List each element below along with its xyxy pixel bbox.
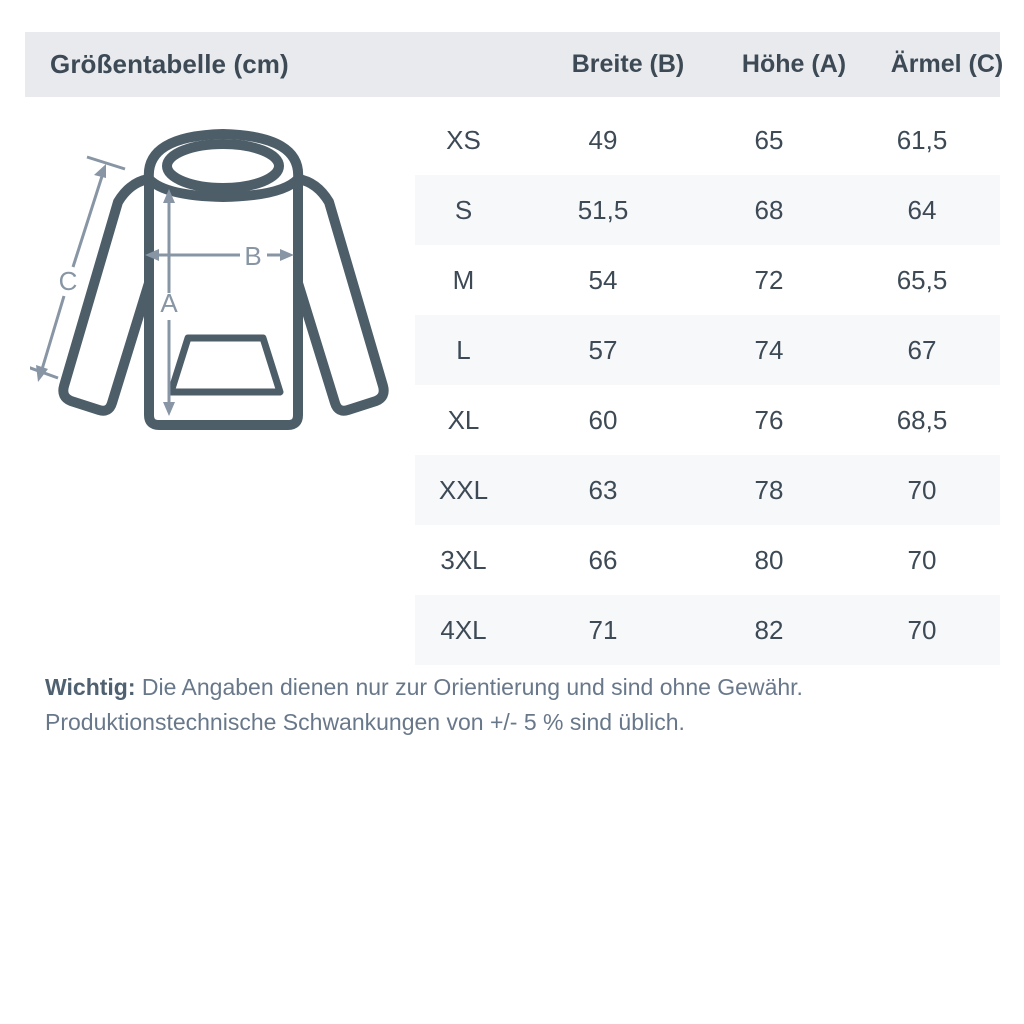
dimension-arrow-b — [145, 249, 294, 261]
table-row: S 51,5 68 64 — [415, 175, 1000, 245]
footnote-text: Die Angaben dienen nur zur Orientierung … — [45, 674, 803, 735]
size-table: XS 49 65 61,5 S 51,5 68 64 M 54 72 65,5 … — [415, 105, 1000, 665]
cell-size: 3XL — [440, 544, 487, 575]
label-b: B — [244, 241, 261, 271]
dimension-arrows — [30, 155, 294, 416]
table-row: 3XL 66 80 70 — [415, 525, 1000, 595]
table-header-bar: Größentabelle (cm) Breite (B) Höhe (A) Ä… — [25, 32, 1003, 97]
cell-sleeve: 70 — [907, 614, 937, 645]
column-header-sleeve: Ärmel (C) — [890, 50, 1004, 78]
pocket-icon — [167, 334, 284, 396]
dimension-arrow-c — [30, 155, 126, 382]
cell-width: 49 — [588, 124, 618, 155]
cell-height: 65 — [754, 124, 784, 155]
cell-sleeve: 61,5 — [896, 124, 948, 155]
label-a: A — [160, 288, 178, 318]
table-row: XXL 63 78 70 — [415, 455, 1000, 525]
cell-size: L — [456, 334, 471, 365]
cell-sleeve: 65,5 — [896, 264, 948, 295]
table-row: XL 60 76 68,5 — [415, 385, 1000, 455]
cell-height: 76 — [754, 404, 784, 435]
cell-sleeve: 64 — [907, 194, 937, 225]
cell-height: 80 — [754, 544, 784, 575]
label-c: C — [59, 266, 78, 296]
cell-size: 4XL — [440, 614, 487, 645]
hoodie-outline-icon — [58, 129, 389, 430]
cell-height: 78 — [754, 474, 784, 505]
cell-sleeve: 67 — [907, 334, 937, 365]
column-header-height: Höhe (A) — [741, 50, 847, 78]
cell-height: 68 — [754, 194, 784, 225]
table-row: 4XL 71 82 70 — [415, 595, 1000, 665]
page-title: Größentabelle (cm) — [50, 49, 289, 79]
cell-size: S — [454, 194, 473, 225]
cell-size: XXL — [438, 474, 489, 505]
cell-size: XS — [446, 124, 481, 155]
cell-width: 51,5 — [577, 194, 629, 225]
cell-width: 54 — [588, 264, 618, 295]
cell-sleeve: 70 — [907, 474, 937, 505]
table-row: M 54 72 65,5 — [415, 245, 1000, 315]
hoodie-diagram: A B C — [30, 120, 415, 460]
cell-size: M — [452, 264, 475, 295]
cell-width: 66 — [588, 544, 618, 575]
cell-height: 82 — [754, 614, 784, 645]
cell-sleeve: 68,5 — [896, 404, 948, 435]
footnote: Wichtig: Die Angaben dienen nur zur Orie… — [45, 670, 995, 740]
dimension-arrow-a — [163, 189, 175, 416]
column-header-width: Breite (B) — [571, 50, 685, 78]
cell-width: 63 — [588, 474, 618, 505]
cell-height: 72 — [754, 264, 784, 295]
cell-height: 74 — [754, 334, 784, 365]
table-row: XS 49 65 61,5 — [415, 105, 1000, 175]
cell-width: 71 — [588, 614, 618, 645]
footnote-label: Wichtig: — [45, 674, 136, 700]
cell-width: 60 — [588, 404, 618, 435]
table-row: L 57 74 67 — [415, 315, 1000, 385]
cell-sleeve: 70 — [907, 544, 937, 575]
cell-width: 57 — [588, 334, 618, 365]
cell-size: XL — [447, 404, 480, 435]
